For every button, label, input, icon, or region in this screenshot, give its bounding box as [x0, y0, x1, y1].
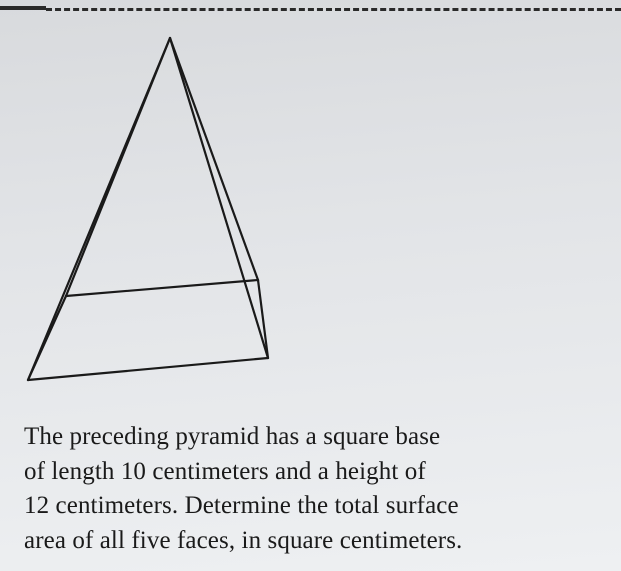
pyramid-edge — [28, 296, 66, 380]
top-rule-dashed — [46, 8, 621, 11]
question-line-1: The preceding pyramid has a square base — [24, 423, 440, 450]
question-text: The preceding pyramid has a square base … — [24, 420, 599, 558]
question-line-4: area of all five faces, in square centim… — [24, 527, 462, 554]
question-line-3: 12 centimeters. Determine the total surf… — [24, 492, 459, 519]
page: The preceding pyramid has a square base … — [0, 0, 621, 571]
top-rule-solid — [0, 6, 46, 10]
pyramid-edge — [28, 358, 268, 380]
pyramid-edge — [170, 38, 258, 280]
pyramid-edge — [170, 38, 268, 358]
pyramid-figure — [10, 28, 310, 408]
pyramid-edge — [66, 280, 258, 296]
pyramid-edge — [66, 38, 170, 296]
pyramid-edge — [258, 280, 268, 358]
question-line-2: of length 10 centimeters and a height of — [24, 458, 426, 485]
